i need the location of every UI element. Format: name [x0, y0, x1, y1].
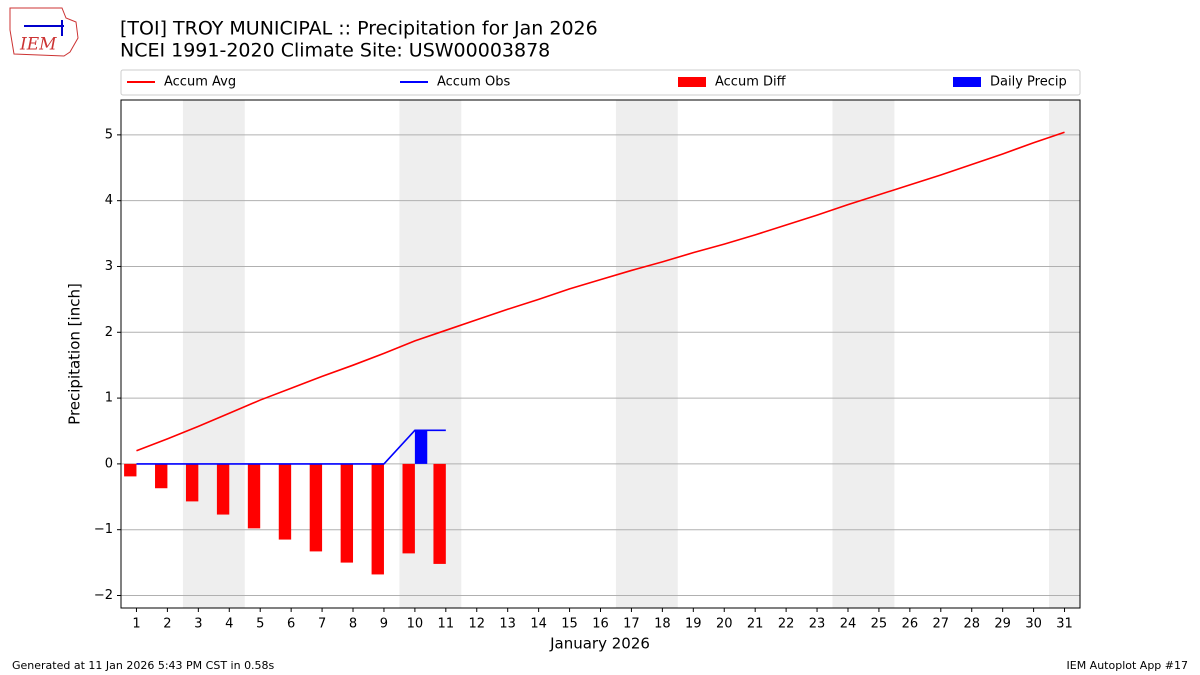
x-tick-label: 28: [963, 617, 980, 632]
legend-label: Accum Obs: [437, 75, 510, 90]
y-tick-label: 4: [105, 193, 113, 208]
chart-title: [TOI] TROY MUNICIPAL :: Precipitation fo…: [120, 18, 598, 40]
x-tick-label: 15: [561, 617, 578, 632]
x-tick-label: 12: [468, 617, 485, 632]
x-tick-label: 6: [287, 617, 295, 632]
x-tick-label: 7: [318, 617, 326, 632]
x-tick-label: 16: [592, 617, 609, 632]
x-tick-label: 25: [871, 617, 888, 632]
y-tick-label: −1: [94, 522, 113, 537]
bar: [247, 463, 261, 529]
chart-subtitle: NCEI 1991-2020 Climate Site: USW00003878: [120, 40, 550, 62]
bar: [433, 463, 446, 564]
footer-left: Generated at 11 Jan 2026 5:43 PM CST in …: [12, 659, 275, 672]
x-tick-label: 13: [499, 617, 516, 632]
bar: [155, 463, 168, 489]
logo-text: IEM: [19, 35, 57, 55]
line: [136, 131, 1065, 452]
x-tick-label: 9: [380, 617, 388, 632]
x-tick-label: 24: [840, 617, 857, 632]
legend-label: Accum Diff: [715, 75, 787, 90]
x-tick-label: 14: [530, 617, 547, 632]
x-tick-label: 11: [438, 617, 455, 632]
bar: [414, 430, 428, 464]
line: [136, 429, 446, 465]
bar: [340, 463, 354, 563]
x-tick-label: 26: [902, 617, 919, 632]
x-tick-label: 31: [1056, 617, 1073, 632]
x-tick-label: 3: [194, 617, 202, 632]
y-tick-label: 1: [105, 391, 113, 406]
grid: [121, 134, 1080, 596]
bar: [216, 463, 230, 515]
x-tick-label: 8: [349, 617, 357, 632]
x-tick-label: 29: [994, 617, 1011, 632]
x-axis-label: January 2026: [549, 635, 650, 653]
bar: [371, 463, 384, 575]
x-tick-label: 10: [407, 617, 424, 632]
y-axis-label: Precipitation [inch]: [66, 283, 84, 425]
legend-box: [120, 69, 1081, 96]
x-tick-label: 30: [1025, 617, 1042, 632]
x-tick-label: 20: [716, 617, 733, 632]
bar: [124, 463, 137, 477]
bar: [278, 463, 292, 540]
x-tick-label: 22: [778, 617, 795, 632]
logo: IEM: [9, 7, 79, 57]
x-tick-label: 19: [685, 617, 702, 632]
x-tick-label: 2: [163, 617, 171, 632]
y-tick-label: −2: [94, 588, 113, 603]
x-tick-label: 1: [132, 617, 140, 632]
y-tick-label: 2: [105, 325, 113, 340]
x-tick-label: 23: [809, 617, 826, 632]
x-tick-label: 5: [256, 617, 264, 632]
x-tick-label: 18: [654, 617, 671, 632]
x-tick-label: 27: [933, 617, 950, 632]
legend: Accum Avg Accum Obs Accum Diff Daily Precip: [127, 75, 1067, 90]
bar: [309, 463, 323, 552]
marks: [124, 131, 1065, 575]
y-tick-label: 0: [105, 456, 113, 471]
y-tick-label: 3: [105, 259, 113, 274]
x-tick-label: 4: [225, 617, 233, 632]
footer-right: IEM Autoplot App #17: [1067, 659, 1189, 672]
legend-swatch: [678, 77, 706, 87]
bar: [402, 463, 415, 554]
bar: [185, 463, 199, 502]
weekend-shading: [182, 100, 1080, 608]
legend-label: Daily Precip: [990, 75, 1067, 90]
x-tick-label: 17: [623, 617, 640, 632]
y-tick-label: 5: [105, 127, 113, 142]
legend-label: Accum Avg: [164, 75, 236, 90]
legend-swatch: [953, 77, 981, 87]
x-tick-label: 21: [747, 617, 764, 632]
